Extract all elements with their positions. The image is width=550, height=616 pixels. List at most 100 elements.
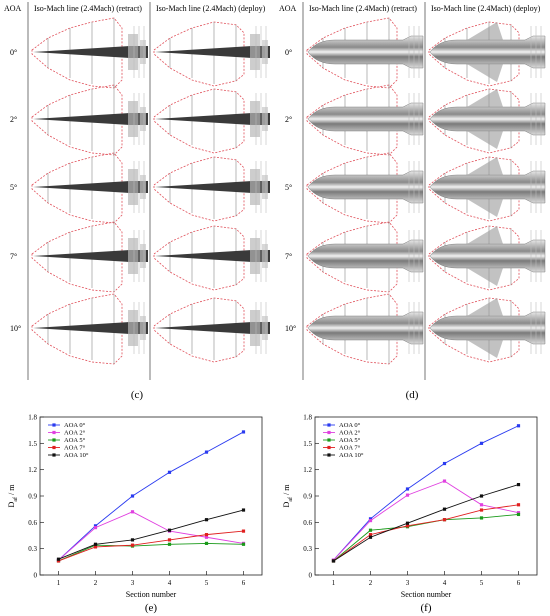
- fin-shadow: [140, 316, 146, 340]
- series-point: [56, 557, 61, 561]
- series-point: [368, 528, 373, 532]
- y-tick-label: 1.5: [28, 440, 37, 448]
- aoa-row-label: 0°: [10, 48, 17, 57]
- aoa-row-label: 0°: [285, 48, 292, 57]
- y-tick-label: 0: [34, 572, 38, 580]
- fin-shadow: [250, 34, 260, 70]
- fin-shadow: [250, 238, 260, 274]
- y-tick-label: 0.6: [28, 519, 37, 527]
- series-point: [204, 535, 209, 539]
- y-tick-label: 0.3: [28, 545, 37, 553]
- y-tick-label: 0.9: [303, 493, 312, 501]
- y-tick-label: 1.8: [303, 414, 312, 422]
- legend-label: AOA 2°: [64, 430, 86, 437]
- aoa-row-label: 2°: [10, 115, 17, 124]
- series-point: [442, 518, 447, 522]
- legend-label: AOA 7°: [339, 445, 361, 452]
- aoa-row-label: 2°: [285, 115, 292, 124]
- missile-body: [429, 35, 546, 69]
- fin-shadow: [128, 310, 138, 346]
- series-point: [93, 526, 98, 530]
- fin-shadow: [250, 101, 260, 137]
- series-point: [241, 529, 246, 533]
- aoa-row-label: 7°: [10, 252, 17, 261]
- series-point: [479, 494, 484, 498]
- series-point: [516, 482, 521, 487]
- x-axis-label: Section number: [401, 590, 452, 599]
- series-point: [241, 508, 246, 512]
- flow-panel-d: AOA Iso-Mach line (2.4Mach) (retract) Iso-…: [279, 2, 546, 401]
- series-line: [333, 504, 519, 562]
- retract-flow-image: [306, 84, 424, 156]
- y-tick-label: 1.2: [28, 466, 37, 474]
- legend-label: AOA 10°: [64, 452, 89, 459]
- x-tick-label: 4: [443, 579, 447, 587]
- series-point: [479, 508, 484, 512]
- series-point: [204, 518, 209, 522]
- missile-body: [307, 102, 424, 136]
- retract-flow-image: [31, 17, 148, 89]
- chart-label: (f): [421, 602, 432, 614]
- series-line: [333, 425, 519, 561]
- series-point: [130, 538, 135, 542]
- y-tick-label: 0.9: [28, 493, 37, 501]
- series-point: [204, 533, 209, 537]
- series-point: [167, 470, 172, 474]
- deploy-flow-image: [153, 21, 270, 87]
- series-line: [333, 480, 519, 561]
- fin-shadow: [128, 101, 138, 137]
- deploy-header: Iso-Mach line (2.4Mach) (deploy): [431, 4, 541, 13]
- retract-flow-image: [306, 221, 424, 293]
- series-line: [58, 431, 244, 561]
- missile-body: [155, 250, 270, 262]
- deploy-flow-image: [153, 297, 270, 363]
- panel-label: (d): [406, 389, 419, 401]
- missile-body: [307, 35, 424, 69]
- deploy-flow-image: [428, 21, 546, 87]
- series-point: [405, 524, 410, 528]
- series-point: [241, 430, 246, 434]
- x-tick-label: 6: [517, 579, 521, 587]
- legend-label: AOA 0°: [339, 422, 361, 429]
- series-point: [516, 503, 521, 507]
- legend-marker: [52, 423, 56, 427]
- missile-body: [33, 181, 148, 193]
- series-line: [333, 513, 519, 562]
- x-tick-label: 5: [480, 579, 484, 587]
- missile-body: [33, 113, 148, 125]
- panel-label: (c): [131, 389, 144, 401]
- deploy-flow-image: [153, 88, 270, 154]
- legend-marker: [52, 445, 56, 450]
- legend-marker: [52, 438, 56, 442]
- missile-body: [155, 46, 270, 58]
- series-point: [479, 503, 484, 507]
- missile-body: [155, 113, 270, 125]
- deployed-fin: [467, 226, 503, 286]
- missile-body: [307, 170, 424, 204]
- aoa-row-label: 10°: [285, 324, 296, 333]
- aoa-row-label: 5°: [10, 183, 17, 192]
- missile-body: [307, 311, 424, 345]
- series-line: [58, 509, 244, 560]
- series-point: [130, 543, 135, 547]
- flow-panel-c: AOA Iso-Mach line (2.4Mach) (retract) Iso-…: [4, 2, 270, 401]
- retract-flow-image: [306, 17, 424, 89]
- series-point: [130, 494, 135, 498]
- y-axis-label: Daf / m: [7, 484, 19, 508]
- deploy-flow-image: [428, 156, 546, 222]
- missile-body: [429, 102, 546, 136]
- x-tick-label: 1: [332, 579, 336, 587]
- legend-marker: [52, 430, 56, 435]
- fin-shadow: [262, 107, 268, 131]
- legend-label: AOA 0°: [64, 422, 86, 429]
- retract-flow-image: [31, 221, 148, 293]
- x-tick-label: 3: [131, 579, 135, 587]
- series-point: [516, 424, 521, 428]
- y-tick-label: 0.6: [303, 519, 312, 527]
- legend-label: AOA 7°: [64, 445, 86, 452]
- series-point: [442, 507, 447, 511]
- x-tick-label: 2: [369, 579, 373, 587]
- missile-body: [33, 250, 148, 262]
- fin-shadow: [250, 310, 260, 346]
- x-tick-label: 4: [168, 579, 172, 587]
